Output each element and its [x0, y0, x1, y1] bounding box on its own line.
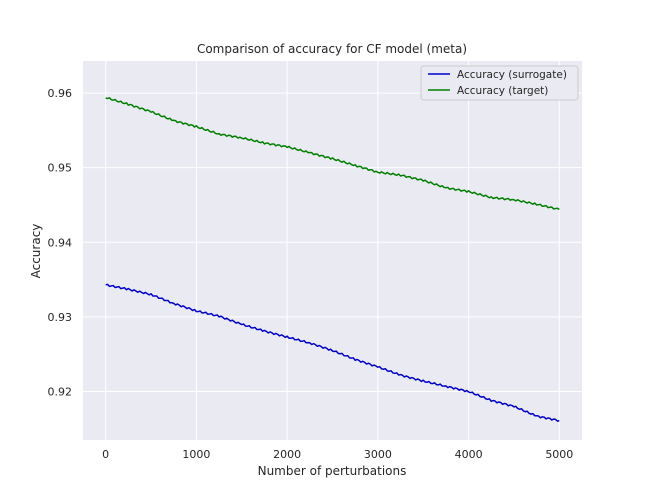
y-axis-label: Accuracy [29, 224, 43, 279]
x-tick-label: 3000 [364, 448, 392, 461]
legend: Accuracy (surrogate) Accuracy (target) [420, 65, 579, 101]
grid [83, 61, 582, 440]
legend-label-surrogate: Accuracy (surrogate) [457, 69, 567, 81]
plot-area [83, 61, 582, 440]
y-tick-label: 0.92 [48, 386, 73, 399]
x-axis-label: Number of perturbations [258, 464, 407, 478]
x-tick-label: 5000 [545, 448, 573, 461]
series-line-target [105, 97, 560, 211]
x-tick-label: 1000 [182, 448, 210, 461]
series-line-surrogate [105, 283, 560, 422]
chart-title: Comparison of accuracy for CF model (met… [197, 42, 467, 56]
legend-box [420, 65, 579, 101]
y-tick-label: 0.95 [48, 162, 73, 175]
y-tick-label: 0.94 [48, 236, 73, 249]
ticks: 0 1000 2000 3000 4000 5000 0.92 0.93 0.94 0.95 0.9… [48, 87, 574, 461]
x-tick-label: 2000 [273, 448, 301, 461]
x-tick-label: 0 [102, 448, 109, 461]
legend-label-target: Accuracy (target) [457, 85, 548, 97]
x-tick-label: 4000 [455, 448, 483, 461]
y-tick-label: 0.96 [48, 87, 73, 100]
y-tick-label: 0.93 [48, 311, 73, 324]
series-layer [105, 97, 560, 422]
